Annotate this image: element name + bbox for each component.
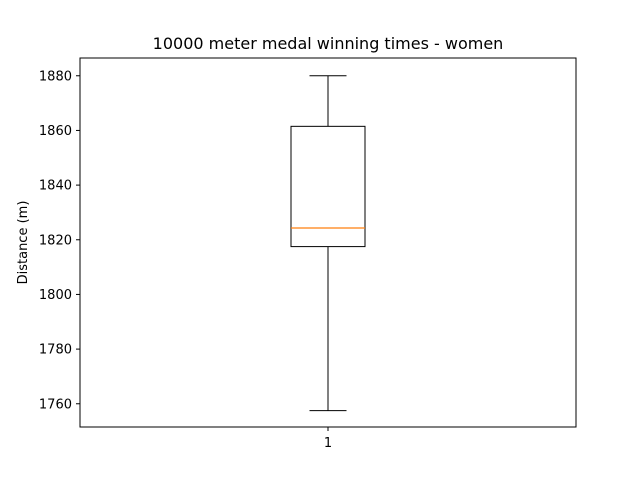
y-tick-label-1800: 1800: [39, 288, 72, 303]
y-tick-label-1820: 1820: [39, 233, 72, 248]
plot-layer: 1760 1780 1800 1820 1840 1860 1880 1: [39, 69, 366, 451]
y-tick-label-1780: 1780: [39, 343, 72, 358]
box-1-iqr-box: [290, 125, 366, 248]
y-tick-label-1840: 1840: [39, 179, 72, 194]
y-tick-label-1860: 1860: [39, 124, 72, 139]
axes-frame: [79, 57, 577, 428]
y-tick-label-1760: 1760: [39, 397, 72, 412]
chart-title: 10000 meter medal winning times - women: [153, 34, 504, 53]
x-tick-label-1: 1: [324, 436, 332, 451]
y-tick-label-1880: 1880: [39, 69, 72, 84]
y-axis-label: Distance (m): [16, 201, 31, 285]
